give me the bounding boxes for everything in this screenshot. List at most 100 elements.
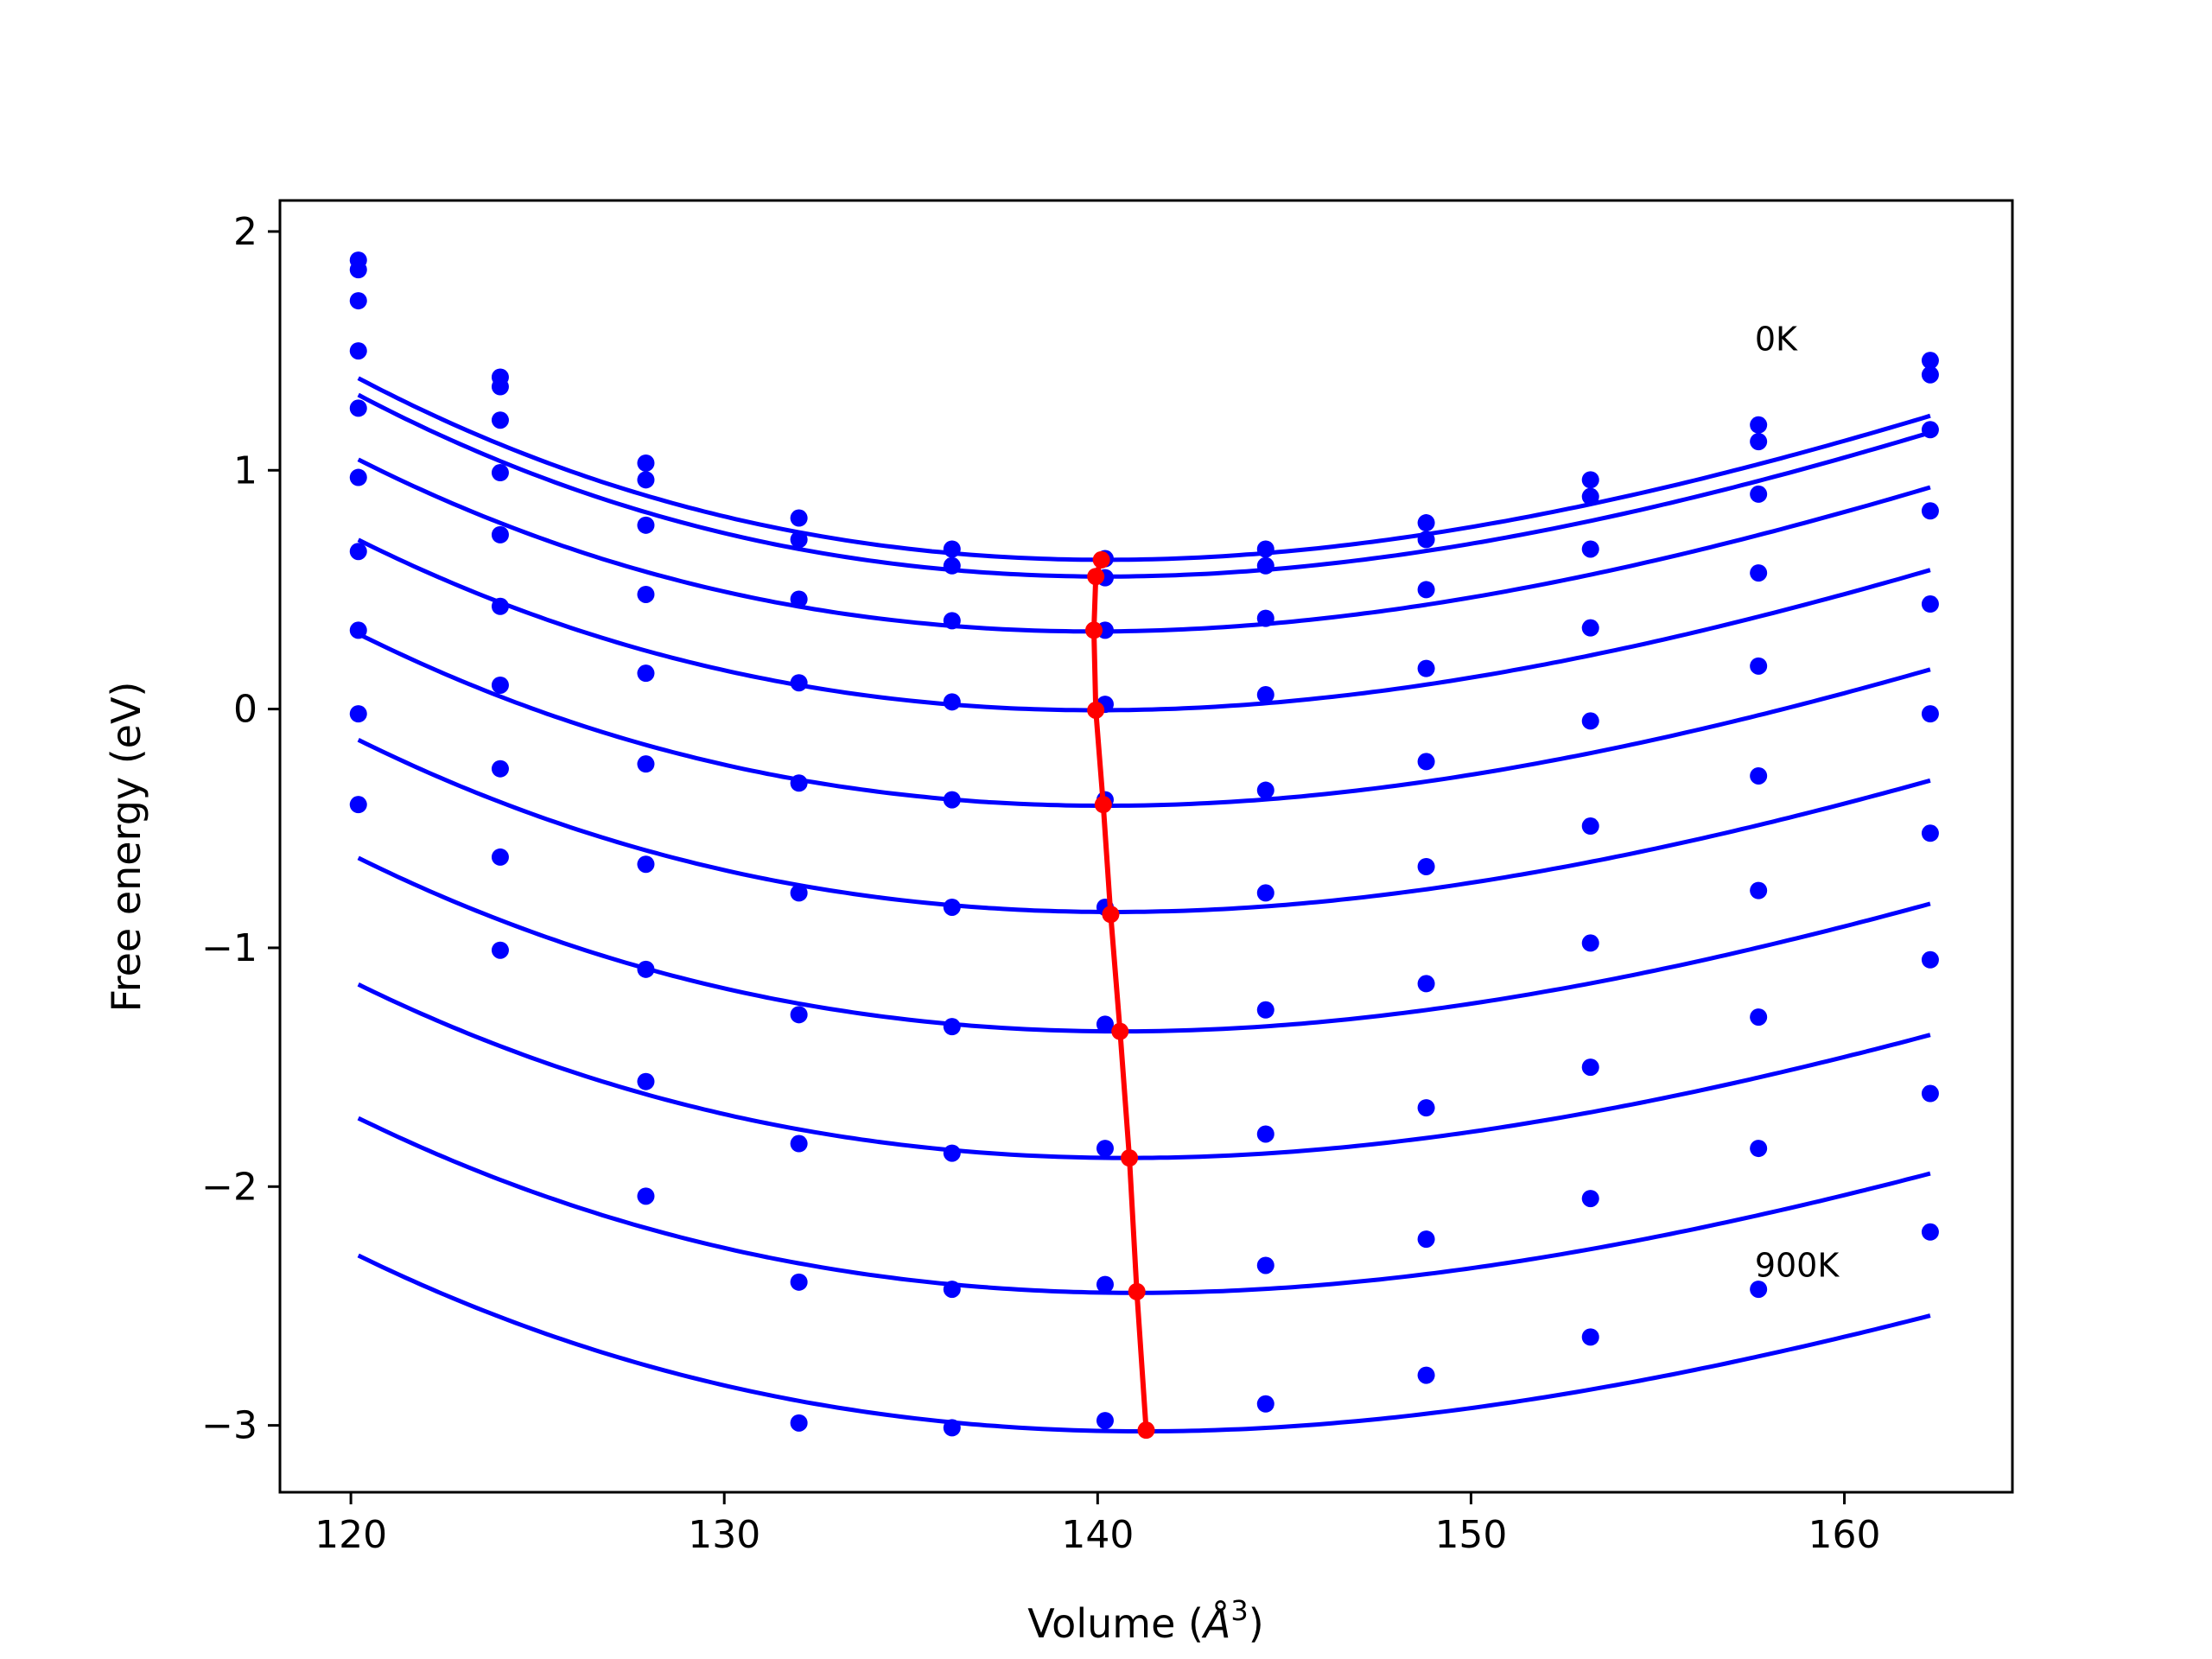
data-point-s6-10 — [1750, 766, 1768, 785]
data-point-s10-3 — [637, 1187, 655, 1205]
data-point-s3-5 — [943, 612, 961, 630]
fit-curve-1 — [357, 376, 1931, 563]
data-point-s5-2 — [491, 525, 509, 543]
fit-curve-7 — [357, 855, 1931, 1034]
data-point-s7-8 — [1417, 975, 1435, 993]
data-point-s5-9 — [1581, 712, 1599, 730]
data-point-s8-6 — [1096, 1140, 1114, 1158]
data-point-s4-5 — [943, 693, 961, 711]
data-point-s5-4 — [790, 774, 808, 792]
minima-line — [1090, 558, 1149, 1431]
minimum-point-7 — [1111, 1022, 1129, 1040]
minimum-point-4 — [1087, 701, 1105, 719]
x-axis-title: Volume (Å3) — [1027, 1594, 1263, 1647]
data-point-s4-10 — [1750, 564, 1768, 582]
data-point-s9-10 — [1750, 1140, 1768, 1158]
data-point-s7-4 — [790, 1006, 808, 1024]
data-point-s7-9 — [1581, 934, 1599, 952]
fit-curve-8 — [357, 982, 1931, 1160]
data-point-s2-8 — [1417, 531, 1435, 549]
data-point-s8-2 — [491, 760, 509, 778]
data-point-s7-2 — [491, 676, 509, 694]
data-point-s8-4 — [790, 1135, 808, 1153]
data-point-s8-7 — [1256, 1125, 1274, 1143]
axis-ticks: 120 130 140 150 160 −3 −2 −1 0 1 2 — [201, 210, 1880, 1557]
y-tick-label--2: −2 — [201, 1165, 257, 1209]
data-point-s8-10 — [1750, 1008, 1768, 1027]
data-point-s10-9 — [1581, 1328, 1599, 1346]
minimum-point-2 — [1087, 568, 1105, 586]
data-point-s6-1 — [349, 468, 367, 486]
data-point-s1-4 — [790, 509, 808, 527]
minimum-point-8 — [1121, 1149, 1139, 1167]
axes-frame — [278, 199, 2014, 1494]
minimum-point-5 — [1094, 796, 1112, 814]
x-axis-title-sup: 3 — [1230, 1594, 1248, 1627]
minimum-point-10 — [1137, 1421, 1155, 1440]
y-tick-label-2: 2 — [233, 210, 257, 254]
data-point-s1-7 — [1256, 540, 1274, 558]
annotation-0k: 0K — [1755, 320, 1798, 358]
data-point-s8-11 — [1921, 950, 1939, 969]
data-point-s4-3 — [637, 585, 655, 603]
data-point-s6-11 — [1921, 705, 1939, 723]
data-point-s5-8 — [1417, 753, 1435, 771]
data-point-s4-11 — [1921, 502, 1939, 520]
data-point-s2-10 — [1750, 433, 1768, 451]
y-tick-label-0: 0 — [233, 688, 257, 732]
data-point-s5-7 — [1256, 781, 1274, 799]
data-point-s7-5 — [943, 1018, 961, 1036]
data-point-s10-1 — [349, 796, 367, 814]
y-axis-title: Free energy (eV) — [103, 682, 149, 1013]
data-point-s9-7 — [1256, 1256, 1274, 1274]
data-point-s10-7 — [1256, 1395, 1274, 1413]
y-tick-label-1: 1 — [233, 448, 257, 493]
data-point-s6-3 — [637, 755, 655, 773]
data-point-s3-9 — [1581, 540, 1599, 558]
minimum-point-9 — [1128, 1282, 1146, 1300]
data-point-s4-1 — [349, 342, 367, 360]
data-point-s10-4 — [790, 1414, 808, 1432]
data-point-s10-10 — [1750, 1281, 1768, 1299]
data-point-s5-11 — [1921, 595, 1939, 613]
data-point-s3-2 — [491, 411, 509, 429]
data-point-s8-8 — [1417, 1099, 1435, 1117]
data-point-s4-9 — [1581, 619, 1599, 637]
data-point-s2-4 — [790, 531, 808, 549]
plot-area — [349, 251, 1939, 1440]
x-axis-title-main: Volume ( — [1027, 1600, 1204, 1647]
data-point-s9-9 — [1581, 1190, 1599, 1208]
data-point-s6-8 — [1417, 857, 1435, 875]
x-axis-title-close: ) — [1249, 1600, 1264, 1647]
data-point-s9-1 — [349, 705, 367, 723]
x-tick-label-150: 150 — [1434, 1513, 1507, 1557]
data-point-s4-4 — [790, 674, 808, 692]
data-point-s1-10 — [1750, 416, 1768, 434]
data-point-s1-9 — [1581, 471, 1599, 489]
fit-curve-6 — [357, 738, 1931, 914]
data-point-s3-4 — [790, 590, 808, 608]
data-point-s7-7 — [1256, 1001, 1274, 1019]
data-point-s3-10 — [1750, 485, 1768, 503]
data-point-s7-1 — [349, 543, 367, 561]
data-point-s9-4 — [790, 1273, 808, 1291]
data-point-s6-2 — [491, 597, 509, 615]
fit-curve-4 — [357, 537, 1931, 713]
data-point-s6-9 — [1581, 817, 1599, 836]
data-point-s8-3 — [637, 960, 655, 978]
data-point-s10-5 — [943, 1419, 961, 1437]
minimum-point-6 — [1102, 906, 1120, 924]
data-point-s7-11 — [1921, 824, 1939, 842]
x-tick-label-160: 160 — [1808, 1513, 1881, 1557]
fit-curve-2 — [357, 392, 1931, 579]
data-point-s2-11 — [1921, 365, 1939, 384]
fit-curve-3 — [357, 457, 1931, 634]
fit-curve-9 — [357, 1116, 1931, 1295]
data-point-s3-1 — [349, 292, 367, 310]
fit-curve-5 — [357, 632, 1931, 808]
data-point-s5-1 — [349, 399, 367, 417]
data-point-s2-1 — [349, 261, 367, 279]
data-point-s1-11 — [1921, 352, 1939, 370]
data-point-s6-7 — [1256, 884, 1274, 902]
data-point-s3-7 — [1256, 609, 1274, 627]
